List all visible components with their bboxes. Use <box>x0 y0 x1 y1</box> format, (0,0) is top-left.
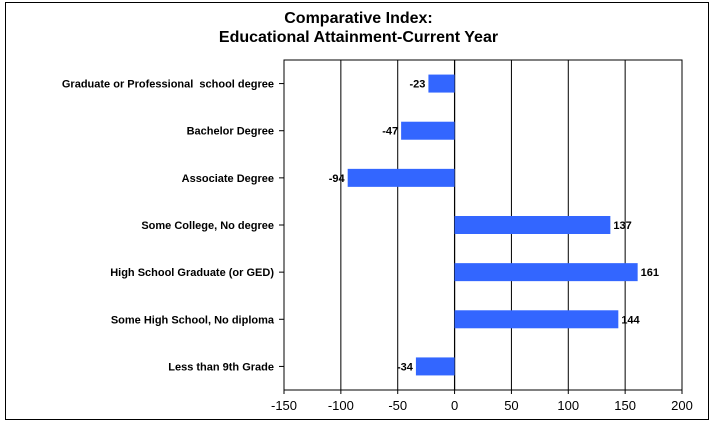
x-tick-label: 100 <box>557 398 579 413</box>
category-label: Some High School, No diploma <box>111 314 275 326</box>
category-label: Associate Degree <box>182 173 274 185</box>
data-label: -34 <box>397 361 414 373</box>
data-label: -47 <box>382 126 398 138</box>
x-tick-label: -50 <box>388 398 407 413</box>
category-labels: Graduate or Professional school degree Ba… <box>62 79 284 373</box>
bar <box>347 168 455 187</box>
category-label: Some College, No degree <box>141 220 274 232</box>
x-tick-label: 0 <box>451 398 458 413</box>
data-label: 161 <box>641 267 659 279</box>
category-label: High School Graduate (or GED) <box>110 267 274 279</box>
data-label: 137 <box>613 220 631 232</box>
x-axis-ticks: -150 -100 -50 0 50 100 150 200 <box>271 390 693 413</box>
x-tick-label: -150 <box>271 398 297 413</box>
data-label: 144 <box>621 314 640 326</box>
bar <box>428 74 455 93</box>
data-label: -23 <box>410 79 426 91</box>
chart-title-line1: Comparative Index: <box>284 10 433 27</box>
data-label: -94 <box>329 173 346 185</box>
bars <box>347 74 638 376</box>
x-tick-label: 50 <box>504 398 518 413</box>
bar <box>454 216 611 234</box>
category-label: Graduate or Professional school degree <box>62 79 274 91</box>
bar <box>415 357 455 376</box>
chart-title-line2: Educational Attainment-Current Year <box>218 29 499 46</box>
category-label: Less than 9th Grade <box>168 361 274 373</box>
x-tick-label: 150 <box>614 398 636 413</box>
x-tick-label: 200 <box>671 398 693 413</box>
data-labels: -23 -47 -94 137 161 144 -34 <box>329 79 659 374</box>
x-tick-label: -100 <box>328 398 354 413</box>
bar <box>401 121 455 140</box>
bar <box>454 263 638 282</box>
chart-frame <box>5 2 709 420</box>
category-label: Bachelor Degree <box>187 126 274 138</box>
bar <box>454 310 619 329</box>
